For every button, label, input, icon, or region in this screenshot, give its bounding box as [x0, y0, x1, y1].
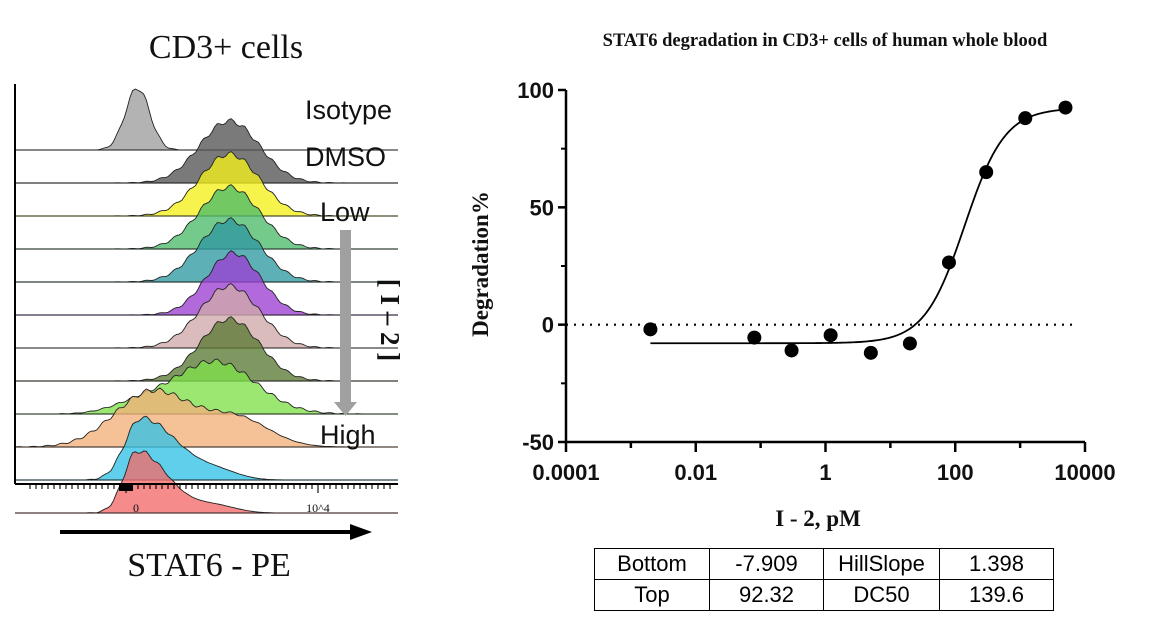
data-points	[643, 100, 1073, 360]
histogram-track	[15, 316, 398, 382]
param-value-bottom: -7.909	[709, 548, 824, 580]
data-point	[902, 336, 917, 351]
histogram-x-arrow-head	[350, 524, 372, 540]
x-tick-label: 0.0001	[532, 460, 599, 485]
data-point	[1018, 111, 1033, 126]
data-point	[823, 328, 838, 343]
histogram-track	[15, 358, 398, 415]
fit-parameters-table: Bottom -7.909 HillSlope 1.398 Top 92.32 …	[594, 548, 1054, 611]
histogram-title: CD3+ cells	[149, 29, 303, 66]
x-tick-label: 1	[819, 460, 831, 485]
histogram-x-label: STAT6 - PE	[127, 547, 291, 584]
gradient-low-label: Low	[320, 197, 370, 227]
param-name-top: Top	[594, 579, 710, 611]
histogram-track	[15, 217, 398, 283]
histogram-track	[14, 387, 398, 448]
param-value-hillslope: 1.398	[939, 548, 1054, 580]
track-label-dmso: DMSO	[305, 142, 386, 172]
histogram-x-ticks	[29, 484, 391, 493]
histogram-track	[15, 250, 398, 316]
dose-response-panel: STAT6 degradation in CD3+ cells of human…	[468, 31, 1116, 531]
gradient-arrow-head	[334, 402, 357, 416]
histogram-tick-label-0: 0	[133, 501, 139, 515]
data-point	[863, 345, 878, 360]
histogram-track	[15, 118, 398, 184]
histogram-track	[15, 450, 398, 514]
y-axis-label: Degradation%	[468, 191, 493, 337]
param-name-hillslope: HillSlope	[823, 548, 940, 580]
histogram-track	[15, 283, 398, 349]
x-axis-label: I - 2, pM	[775, 506, 861, 531]
histogram-x-tick-cluster	[119, 484, 133, 491]
param-name-bottom: Bottom	[594, 548, 710, 580]
dose-response-title: STAT6 degradation in CD3+ cells of human…	[603, 31, 1048, 51]
histogram-track	[15, 415, 398, 481]
histogram-tracks	[14, 88, 398, 514]
gradient-arrow-shaft	[340, 230, 351, 402]
y-tick-label: -50	[522, 430, 554, 455]
data-point	[979, 165, 994, 180]
data-point	[941, 255, 956, 270]
histogram-panel: CD3+ cells 0 10^4 STAT6 - PE Isotype DMS…	[14, 29, 405, 584]
data-point	[1058, 100, 1073, 115]
param-name-dc50: DC50	[823, 579, 940, 611]
track-label-isotype: Isotype	[305, 95, 392, 125]
param-value-dc50: 139.6	[939, 579, 1054, 611]
y-tick-label: 50	[530, 195, 554, 220]
fit-curve	[650, 108, 1066, 345]
y-tick-label: 100	[517, 78, 554, 103]
gradient-high-label: High	[320, 420, 376, 450]
table-row: Top 92.32 DC50 139.6	[594, 579, 1054, 611]
fit-line	[650, 108, 1066, 345]
x-tick-label: 100	[937, 460, 974, 485]
y-tick-label: 0	[542, 313, 554, 338]
histogram-track	[15, 151, 398, 217]
x-tick-label: 0.01	[674, 460, 717, 485]
histogram-tick-label-1: 10^4	[306, 501, 330, 515]
table-row: Bottom -7.909 HillSlope 1.398	[594, 548, 1054, 580]
data-point	[747, 330, 762, 345]
data-point	[643, 322, 658, 337]
param-value-top: 92.32	[709, 579, 824, 611]
dose-response-axes: -50 0 50 100 0.0001 0.01 1 100 10000	[517, 78, 1115, 485]
histogram-track	[15, 184, 398, 250]
gradient-label: [ I – 2 ]	[375, 279, 405, 362]
data-point	[784, 343, 799, 358]
x-tick-label: 10000	[1054, 460, 1115, 485]
